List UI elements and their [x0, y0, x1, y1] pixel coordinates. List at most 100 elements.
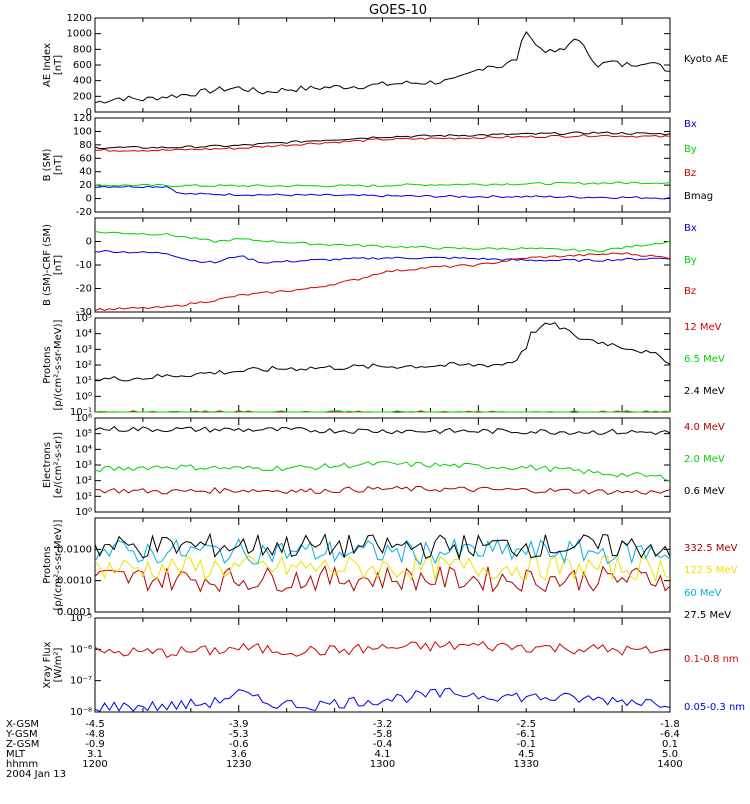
- x-axis-value: 1300: [370, 759, 395, 770]
- y-tick-label: 40: [79, 167, 92, 178]
- series-line: [94, 461, 671, 482]
- panel-bsm: -20 0 20 40 60 80 100 120 B (SM) [nT] Bx By Bz Bmag: [42, 113, 713, 218]
- y-tick-label: 10⁰: [75, 507, 92, 518]
- panel-frame: [94, 17, 671, 113]
- y-tick-label: 10¹: [75, 491, 92, 502]
- y-tick-label: 10⁻⁷: [70, 676, 92, 687]
- y-tick-label: -30: [76, 307, 92, 318]
- x-axis-value: -3.9: [229, 719, 249, 730]
- y-tick-label: 200: [73, 91, 92, 102]
- x-axis-value: -2.5: [516, 719, 536, 730]
- y-axis-label: AE Index: [42, 43, 53, 87]
- legend-label: 0.6 MeV: [684, 486, 725, 497]
- y-tick-label: 0: [86, 237, 92, 248]
- series-line: [94, 565, 671, 593]
- x-axis-value: 4.1: [375, 749, 391, 760]
- legend-label: 2.0 MeV: [684, 454, 725, 465]
- y-tick-label: -10: [76, 260, 92, 271]
- y-axis-label: Xray Flux: [42, 641, 53, 688]
- x-axis-row-label: Y-GSM: [5, 729, 38, 740]
- series-line: [94, 185, 671, 200]
- series-line: [94, 252, 671, 312]
- legend-label: 6.5 MeV: [684, 354, 725, 365]
- legend-label: 332.5 MeV: [684, 543, 738, 554]
- x-axis-value: 3.6: [231, 749, 247, 760]
- panel-xray: 10⁻⁸ 10⁻⁷ 10⁻⁶ 10⁻⁵ Xray Flux [W/m²] 0.1-0.8 n…: [42, 613, 745, 718]
- y-tick-label: 10²: [75, 360, 92, 371]
- series-line: [94, 231, 671, 253]
- y-tick-label: 400: [73, 76, 92, 87]
- y-tick-label: 1200: [67, 13, 92, 24]
- legend-label: 0.05-0.3 nm: [684, 702, 745, 713]
- legend-label: 2.4 MeV: [684, 386, 725, 397]
- y-axis-label: [p/(cm²-s-sr-MeV)]: [53, 519, 64, 610]
- panel-protons1: 10⁻¹ 10⁰ 10¹ 10² 10³ 10⁴ 10⁵ Protons [p/(cm²-s-s…: [42, 313, 725, 418]
- panel-frame: [94, 517, 671, 613]
- y-axis-label: [W/m²]: [53, 647, 64, 682]
- legend-label: 4.0 MeV: [684, 422, 725, 433]
- panel-electrons: 10⁰ 10¹ 10² 10³ 10⁴ 10⁵ 10⁶ Electrons [e/(cm²-s-…: [42, 413, 725, 518]
- series-line: [94, 425, 671, 435]
- series-line: [94, 532, 671, 561]
- y-tick-label: 10⁶: [75, 413, 92, 424]
- x-axis-value: -6.4: [660, 729, 680, 740]
- y-axis-label: [nT]: [53, 55, 64, 75]
- series-line: [95, 134, 671, 152]
- y-tick-label: 10⁰: [75, 391, 92, 402]
- y-tick-label: 80: [79, 140, 92, 151]
- y-tick-label: 10²: [75, 476, 92, 487]
- y-axis-label: [nT]: [53, 255, 64, 275]
- chart-title: GOES-10: [369, 3, 427, 18]
- panel-frame: [94, 317, 671, 413]
- x-axis-value: -3.2: [373, 719, 393, 730]
- y-axis-label: [nT]: [53, 155, 64, 175]
- series-line: [94, 537, 671, 566]
- date-label: 2004 Jan 13: [6, 769, 66, 780]
- y-tick-label: 10⁴: [75, 329, 92, 340]
- y-axis-label: Electrons: [42, 442, 53, 488]
- series-line: [94, 485, 671, 495]
- y-tick-label: 10⁻⁶: [70, 644, 92, 655]
- y-tick-label: 0.0001: [57, 607, 92, 618]
- panel-ae: 0 200 400 600 800 1000 1200 AE Index [nT] Kyoto A…: [42, 13, 728, 118]
- legend-label: Bmag: [684, 191, 713, 202]
- legend-label: Kyoto AE: [684, 54, 728, 65]
- series-line: [94, 554, 671, 582]
- legend-label: By: [684, 255, 697, 266]
- y-tick-label: 10³: [75, 344, 92, 355]
- legend-label: Bz: [684, 286, 696, 297]
- panel-bcrf: -30 -20 -10 0 B (SM)-CRF (SM) [nT] Bx By Bz: [42, 217, 697, 318]
- y-tick-label: 1000: [67, 29, 92, 40]
- series-line: [94, 687, 671, 712]
- x-axis-value: -4.8: [85, 729, 105, 740]
- y-tick-label: -20: [76, 284, 92, 295]
- legend-label: Bx: [684, 223, 697, 234]
- x-axis-value: 0.1: [662, 739, 678, 750]
- legend-label: 0.1-0.8 nm: [684, 654, 739, 665]
- y-tick-label: 10⁵: [75, 313, 92, 324]
- panel-protons2: 0.0001 0.0010 0.0100 Protons [p/(cm²-s-sr-Me…: [42, 517, 738, 621]
- x-axis-value: 1400: [657, 759, 682, 770]
- y-tick-label: 10⁻⁸: [70, 707, 92, 718]
- y-axis-label: [e/(cm²-s-sr)]: [53, 432, 64, 498]
- legend-label: 60 MeV: [684, 588, 722, 599]
- y-axis-label: [p/(cm²-s-sr-MeV)]: [53, 319, 64, 410]
- series-line: [94, 181, 671, 188]
- x-axis-value: -1.8: [660, 719, 680, 730]
- y-tick-label: 10¹: [75, 376, 92, 387]
- legend-label: Bz: [684, 168, 696, 179]
- y-tick-label: 0.0010: [57, 576, 92, 587]
- y-tick-label: 600: [73, 60, 92, 71]
- x-axis-value: -5.3: [229, 729, 249, 740]
- x-axis-value: -4.5: [85, 719, 105, 730]
- y-tick-label: 10³: [75, 460, 92, 471]
- y-axis-label: B (SM): [42, 148, 53, 181]
- y-tick-label: 0: [86, 107, 92, 118]
- x-axis-value: 3.1: [87, 749, 103, 760]
- x-axis-value: -0.1: [516, 739, 536, 750]
- y-tick-label: 0: [86, 194, 92, 205]
- series-line: [94, 30, 671, 104]
- y-tick-label: 800: [73, 44, 92, 55]
- x-axis-value: -6.1: [516, 729, 536, 740]
